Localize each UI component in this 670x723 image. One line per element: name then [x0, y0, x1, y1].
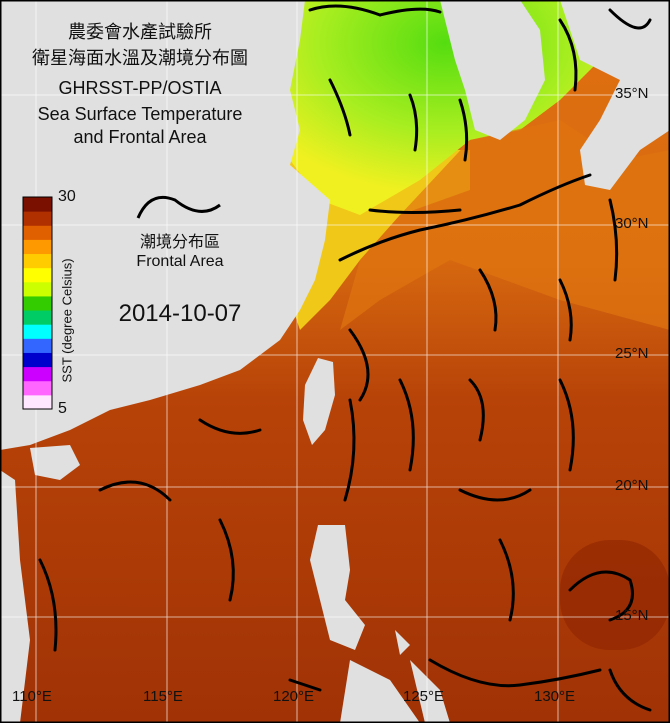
- front-line: [338, 173, 592, 262]
- colorbar-swatch: [23, 281, 52, 297]
- colorbar-swatch: [23, 211, 52, 226]
- front-line: [558, 278, 573, 342]
- colorbar-swatch: [23, 380, 52, 396]
- front-line: [608, 8, 652, 30]
- colorbar-max: 30: [58, 188, 76, 205]
- lat-label: 30°N: [615, 215, 649, 232]
- front-line: [348, 328, 370, 402]
- front-line: [428, 658, 602, 688]
- front-line: [398, 378, 415, 472]
- lat-label: 20°N: [615, 477, 649, 494]
- philippine-islands: [340, 630, 450, 723]
- frontal-areas: [38, 4, 652, 712]
- lat-label: 15°N: [615, 607, 649, 624]
- front-line: [608, 668, 652, 712]
- front-line: [478, 268, 498, 332]
- front-line: [38, 558, 58, 652]
- colorbar-swatch: [23, 239, 52, 255]
- front-line: [343, 398, 356, 502]
- front-line: [558, 378, 575, 472]
- korea: [440, 0, 545, 140]
- colorbar-swatch: [23, 225, 52, 240]
- title-institute: 農委會水產試驗所: [68, 22, 212, 42]
- title-en-1: Sea Surface Temperature: [37, 104, 243, 124]
- lon-label: 120°E: [273, 688, 315, 705]
- lon-label: 130°E: [534, 688, 576, 705]
- front-line: [98, 480, 172, 502]
- front-line: [288, 678, 322, 692]
- colorbar-min: 5: [58, 400, 67, 417]
- legend-front-zh: 潮境分布區: [139, 234, 220, 251]
- hainan: [30, 445, 80, 480]
- colorbar-swatch: [23, 324, 52, 339]
- colorbar: [23, 197, 52, 410]
- front-line: [408, 93, 419, 152]
- luzon: [310, 525, 365, 650]
- title-zh: 衛星海面水溫及潮境分布圖: [32, 48, 248, 68]
- map-date: 2014-10-07: [118, 300, 242, 327]
- front-legend-line-icon: [136, 195, 221, 219]
- front-line: [458, 488, 532, 502]
- front-line: [568, 570, 634, 622]
- colorbar-swatch: [23, 366, 52, 382]
- title-dataset: GHRSST-PP/OSTIA: [58, 78, 222, 98]
- colorbar-swatch: [23, 338, 52, 353]
- vietnam-coast: [0, 470, 30, 723]
- lon-label: 125°E: [403, 688, 445, 705]
- front-line: [308, 4, 442, 17]
- legend-front-en: Frontal Area: [136, 253, 224, 270]
- colorbar-swatch: [23, 310, 52, 325]
- front-line: [498, 538, 515, 622]
- lat-label: 25°N: [615, 345, 649, 362]
- taiwan: [303, 358, 335, 445]
- colorbar-swatch: [23, 352, 52, 368]
- front-line: [468, 378, 485, 442]
- colorbar-frame: [22, 196, 53, 410]
- front-line: [328, 78, 352, 137]
- title-en-2: and Frontal Area: [73, 127, 207, 147]
- lat-label: 35°N: [615, 85, 649, 102]
- colorbar-swatch: [23, 253, 52, 269]
- lon-label: 110°E: [12, 688, 52, 705]
- front-line: [608, 198, 619, 282]
- front-line: [368, 208, 462, 214]
- front-line: [218, 518, 235, 602]
- front-line: [558, 18, 578, 92]
- colorbar-swatch: [23, 394, 52, 410]
- colorbar-swatch: [23, 295, 52, 311]
- front-line: [458, 98, 469, 162]
- colorbar-label: SST (degree Celsius): [59, 258, 75, 383]
- colorbar-swatch: [23, 197, 52, 212]
- colorbar-swatch: [23, 267, 52, 283]
- lon-label: 115°E: [143, 688, 183, 705]
- front-line: [198, 418, 262, 435]
- dark-warm-pool: [560, 540, 670, 650]
